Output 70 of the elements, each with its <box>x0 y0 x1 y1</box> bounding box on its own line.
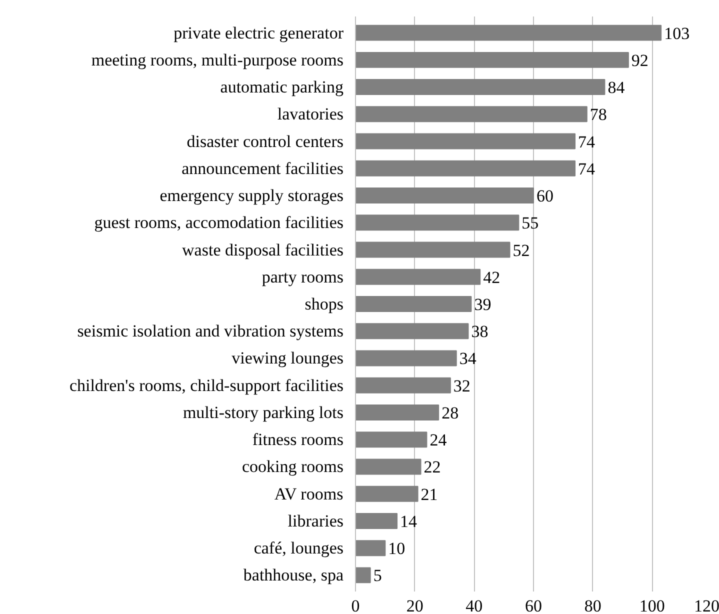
data-label: 39 <box>474 295 492 314</box>
x-tick-label: 80 <box>584 596 602 614</box>
y-tick-label: children's rooms, child-support facilities <box>69 376 344 395</box>
bar <box>356 160 576 176</box>
bar <box>356 458 422 475</box>
data-label: 60 <box>536 186 554 206</box>
x-tick-label: 0 <box>351 596 360 614</box>
bar <box>356 432 428 448</box>
bar <box>356 540 386 556</box>
data-label: 21 <box>420 484 438 504</box>
data-label: 52 <box>512 240 530 260</box>
data-label: 5 <box>373 566 382 586</box>
y-tick-label: bathhouse, spa <box>243 566 344 585</box>
y-tick-label: AV rooms <box>274 484 344 504</box>
bar <box>356 404 440 420</box>
y-tick-label: waste disposal facilities <box>182 240 344 260</box>
data-label: 10 <box>388 539 406 558</box>
data-label: 42 <box>483 268 500 287</box>
y-tick-label: viewing lounges <box>232 348 344 368</box>
y-tick-label: multi-story parking lots <box>182 402 344 422</box>
data-label: 103 <box>664 24 690 43</box>
x-tick-label: 60 <box>525 596 542 614</box>
y-tick-label: emergency supply storages <box>160 186 344 206</box>
data-label: 55 <box>522 214 539 233</box>
bar <box>356 377 451 394</box>
y-tick-label: announcement facilities <box>182 158 344 178</box>
y-tick-label: lavatories <box>277 104 344 124</box>
bar <box>356 133 576 150</box>
data-label: 84 <box>608 78 626 98</box>
data-label: 74 <box>578 159 596 178</box>
bar <box>356 79 606 95</box>
y-tick-label: party rooms <box>262 267 344 286</box>
x-tick-label: 20 <box>406 596 424 614</box>
bar <box>356 242 510 258</box>
data-label: 78 <box>590 105 607 124</box>
bar <box>356 24 662 41</box>
bar <box>356 350 457 366</box>
data-label: 28 <box>442 403 459 422</box>
y-tick-label: cooking rooms <box>242 457 344 476</box>
y-tick-label: guest rooms, accomodation facilities <box>94 213 344 232</box>
y-tick-label: libraries <box>288 511 344 530</box>
bar <box>356 214 520 231</box>
data-label: 24 <box>430 430 448 450</box>
x-tick-label: 120 <box>694 596 719 614</box>
y-tick-label: shops <box>304 294 344 314</box>
y-tick-label: private electric generator <box>174 23 344 42</box>
bar <box>356 188 534 204</box>
x-tick-label: 40 <box>466 596 483 614</box>
y-tick-label: seismic isolation and vibration systems <box>77 322 344 341</box>
data-label: 22 <box>424 458 441 477</box>
bar <box>356 296 472 312</box>
bar <box>356 323 469 340</box>
data-label: 34 <box>459 349 477 368</box>
bar <box>356 106 588 122</box>
data-label: 92 <box>631 50 648 70</box>
data-label: 14 <box>400 512 418 531</box>
y-tick-label: café, lounges <box>254 538 344 558</box>
data-label: 74 <box>578 132 596 152</box>
y-tick-label: fitness rooms <box>252 430 344 450</box>
data-label: 32 <box>453 376 470 396</box>
bar <box>356 486 418 502</box>
bar <box>356 513 398 529</box>
y-tick-label: automatic parking <box>220 78 344 97</box>
y-tick-label: meeting rooms, multi-purpose rooms <box>91 50 344 70</box>
bar <box>356 567 371 584</box>
bar <box>356 268 481 285</box>
x-tick-label: 100 <box>639 596 665 614</box>
data-label: 38 <box>471 322 488 342</box>
bar <box>356 52 629 68</box>
y-tick-label: disaster control centers <box>186 132 344 151</box>
